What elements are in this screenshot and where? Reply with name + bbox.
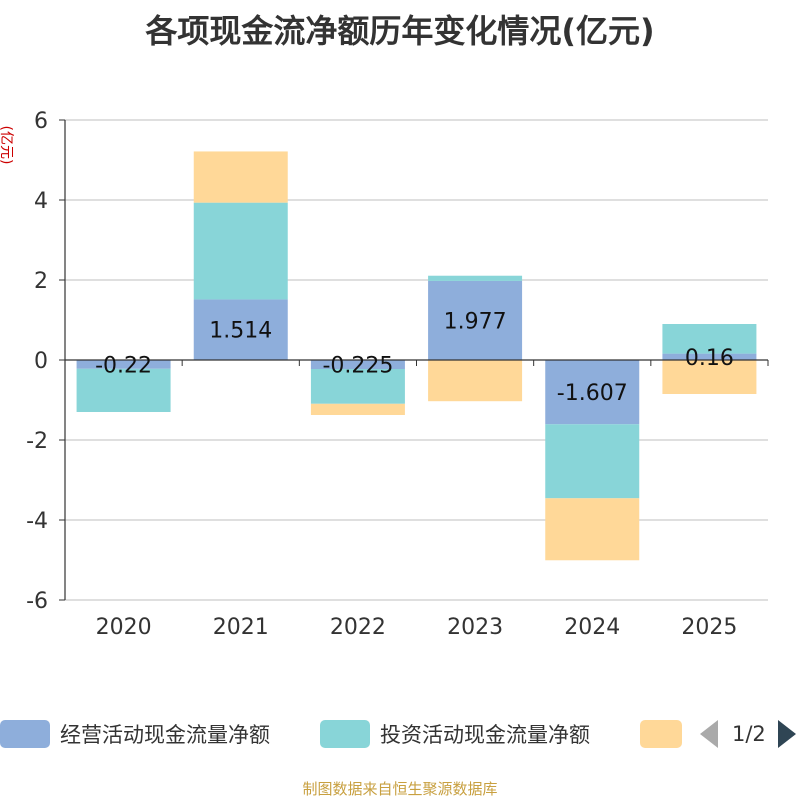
legend-swatch-investing: [320, 720, 370, 748]
data-label: -0.225: [322, 354, 393, 379]
axes: -6 -4 -2 0 2 4 6 2020 2021 2022 2023 2024 2025: [26, 109, 769, 640]
legend-label-investing: 投资活动现金流量净额: [380, 723, 590, 747]
y-tick-label: 0: [34, 349, 48, 374]
legend-item-operating[interactable]: 经营活动现金流量净额: [0, 720, 270, 748]
bar-2022-series-1: [310, 369, 405, 404]
legend: 经营活动现金流量净额 投资活动现金流量净额 1/2: [0, 712, 800, 756]
bar-2023-series-0: [428, 280, 523, 360]
bar-2021-series-1: [193, 202, 288, 300]
bar-2025-series-1: [662, 324, 757, 354]
bar-2023-series-1: [428, 275, 523, 281]
x-tick-label: 2021: [213, 615, 269, 640]
legend-item-financing[interactable]: [640, 720, 682, 748]
bar-2021-series-0: [193, 299, 288, 360]
y-tick-label: 6: [34, 109, 48, 134]
legend-pager: 1/2: [700, 720, 796, 748]
bar-2025-series-0: [662, 353, 757, 360]
y-tick-label: -4: [26, 509, 48, 534]
bar-2025-series-2: [662, 360, 757, 394]
legend-prev-page-icon[interactable]: [700, 720, 718, 748]
bar-2022-series-0: [310, 360, 405, 369]
legend-swatch-operating: [0, 720, 50, 748]
bar-chart: -6 -4 -2 0 2 4 6 2020 2021 2022 2023 2024 2025 -0.22…: [26, 109, 769, 640]
bar-2023-series-2: [428, 360, 523, 402]
y-tick-label: 4: [34, 189, 48, 214]
y-tick-label: -2: [26, 429, 48, 454]
legend-swatch-financing: [640, 720, 682, 748]
legend-next-page-icon[interactable]: [777, 720, 796, 748]
legend-page-indicator: 1/2: [732, 722, 766, 746]
bar-2022-series-2: [310, 403, 405, 415]
bar-2020-series-0: [76, 360, 171, 369]
data-label: -0.22: [95, 353, 152, 378]
grid-lines: [65, 119, 768, 601]
x-tick-label: 2023: [447, 615, 503, 640]
data-label: 1.514: [209, 319, 272, 344]
x-tick-label: 2025: [681, 615, 737, 640]
bar-layer: [76, 151, 757, 561]
x-tick-label: 2020: [96, 615, 152, 640]
data-label: -1.607: [557, 381, 628, 406]
data-label: 0.16: [685, 346, 734, 371]
x-tick-label: 2022: [330, 615, 386, 640]
y-tick-label: -6: [26, 589, 48, 614]
data-labels: -0.22 1.514 -0.225 1.977 -1.607 0.16: [95, 309, 734, 406]
chart-title: 各项现金流净额历年变化情况(亿元): [145, 12, 655, 50]
bar-2020-series-1: [76, 368, 171, 412]
bar-2024-series-2: [545, 498, 640, 561]
bar-2021-series-2: [193, 151, 288, 203]
x-tick-label: 2024: [564, 615, 620, 640]
y-tick-label: 2: [34, 269, 48, 294]
legend-item-investing[interactable]: 投资活动现金流量净额: [320, 720, 590, 748]
legend-label-operating: 经营活动现金流量净额: [60, 723, 270, 747]
data-source-note: 制图数据来自恒生聚源数据库: [302, 780, 498, 798]
bar-2024-series-0: [545, 360, 640, 425]
bar-2024-series-1: [545, 424, 640, 499]
data-label: 1.977: [444, 309, 507, 334]
